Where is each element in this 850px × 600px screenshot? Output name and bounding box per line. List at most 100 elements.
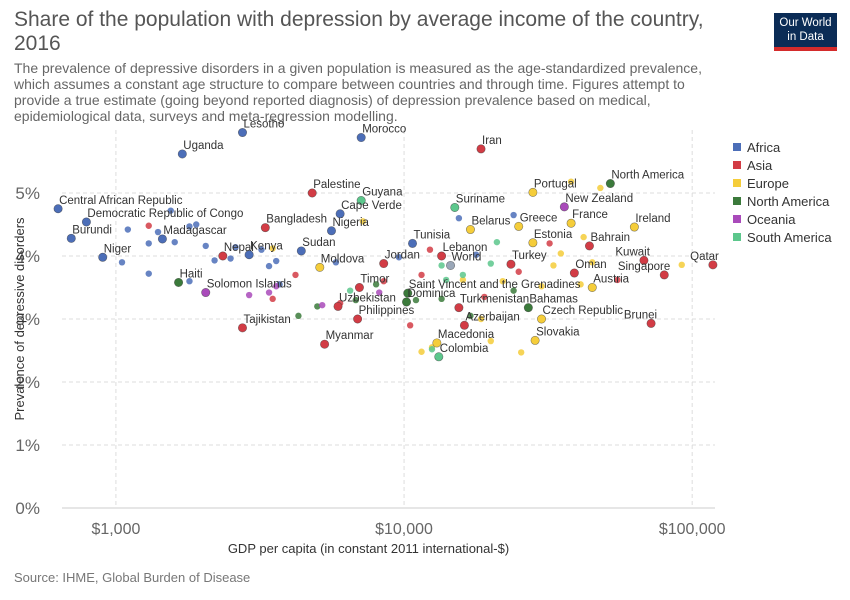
data-point (201, 288, 211, 298)
y-tick-label: 2% (15, 373, 40, 392)
data-point (577, 281, 584, 288)
owid-logo[interactable]: Our World in Data (774, 13, 837, 51)
point-label: Myanmar (326, 330, 374, 342)
point-label: Democratic Republic of Congo (87, 208, 243, 220)
data-point (272, 283, 280, 290)
data-point (177, 149, 187, 159)
data-point (379, 259, 389, 269)
y-tick-label: 1% (15, 436, 40, 455)
data-point (193, 221, 200, 228)
data-point (454, 303, 464, 313)
point-label: Cape Verde (341, 200, 402, 212)
data-point (481, 293, 488, 301)
data-point (154, 228, 162, 236)
point-label: France (572, 209, 608, 221)
point-label: Saint Vincent and the Grenadines (409, 279, 581, 291)
data-point (493, 238, 501, 246)
legend-item[interactable]: Oceania (733, 210, 832, 228)
data-point (442, 276, 450, 284)
legend-item[interactable]: Africa (733, 138, 832, 156)
point-label: Dominica (408, 288, 457, 300)
data-point (567, 178, 575, 185)
legend-item[interactable]: Asia (733, 156, 832, 174)
point-label: Niger (104, 243, 132, 255)
data-point (265, 262, 273, 270)
data-point (237, 323, 247, 333)
data-point (269, 245, 276, 252)
data-point (528, 238, 538, 248)
data-point (356, 196, 366, 206)
data-point (412, 296, 420, 304)
data-point (145, 222, 152, 229)
data-point (473, 251, 480, 258)
legend-swatch (733, 197, 741, 205)
legend-item[interactable]: North America (733, 192, 832, 210)
data-point (118, 259, 126, 266)
y-axis-label: Prevalence of depressive disorders (12, 217, 27, 421)
point-label: Colombia (440, 343, 489, 355)
data-point (523, 303, 533, 313)
point-label: Austria (593, 274, 629, 286)
data-point (227, 255, 234, 262)
data-point (157, 234, 167, 244)
point-label: Sudan (302, 237, 335, 249)
point-label: North America (611, 170, 684, 182)
point-label: Estonia (534, 229, 573, 241)
data-point (537, 314, 547, 324)
data-point (218, 251, 228, 261)
x-axis-label: GDP per capita (in constant 2011 interna… (228, 541, 509, 556)
data-point (487, 260, 494, 267)
data-point (332, 259, 340, 266)
data-point (584, 241, 594, 251)
data-point (550, 262, 557, 269)
data-point (98, 252, 108, 262)
data-point (124, 226, 132, 233)
data-point (446, 260, 456, 270)
point-label: Lebanon (443, 242, 488, 254)
point-label: Bahrain (590, 232, 630, 244)
point-label: Greece (520, 212, 558, 224)
legend-label: Asia (747, 157, 773, 173)
data-point (426, 246, 434, 253)
data-point (211, 257, 218, 264)
point-label: Palestine (313, 179, 360, 191)
point-label: Moldova (321, 253, 365, 265)
y-tick-label: 0% (15, 499, 40, 518)
point-label: Ireland (635, 213, 670, 225)
x-tick-label: $1,000 (91, 521, 140, 538)
data-point (376, 289, 383, 296)
data-point (459, 271, 467, 279)
data-point (605, 179, 615, 189)
data-point (232, 243, 239, 251)
data-point (186, 278, 193, 285)
data-point (659, 270, 669, 280)
data-point (418, 271, 425, 279)
point-label: World (452, 251, 482, 263)
data-point (359, 218, 367, 225)
legend-swatch (733, 161, 741, 169)
point-label: Uganda (183, 140, 224, 152)
data-point (319, 301, 326, 309)
data-point (428, 346, 436, 353)
data-point (646, 318, 656, 328)
logo-line-2: in Data (787, 31, 824, 43)
point-label: Czech Republic (543, 305, 624, 317)
data-point (450, 202, 460, 212)
point-label: Tunisia (414, 229, 451, 241)
data-point (174, 277, 184, 287)
data-point (372, 281, 380, 288)
source-note: Source: IHME, Global Burden of Disease (14, 570, 251, 585)
legend-label: North America (747, 193, 830, 209)
legend-label: Africa (747, 139, 781, 155)
point-label: Macedonia (438, 329, 495, 341)
legend-swatch (733, 215, 741, 223)
legend-item[interactable]: Europe (733, 174, 832, 192)
y-tick-label: 4% (15, 247, 40, 266)
data-point (589, 259, 596, 266)
point-label: Brunei (624, 309, 657, 321)
data-point (514, 221, 524, 231)
data-point (272, 257, 280, 265)
data-point (465, 225, 475, 235)
point-label: Nepal (224, 242, 254, 254)
legend-item[interactable]: South America (733, 228, 832, 246)
